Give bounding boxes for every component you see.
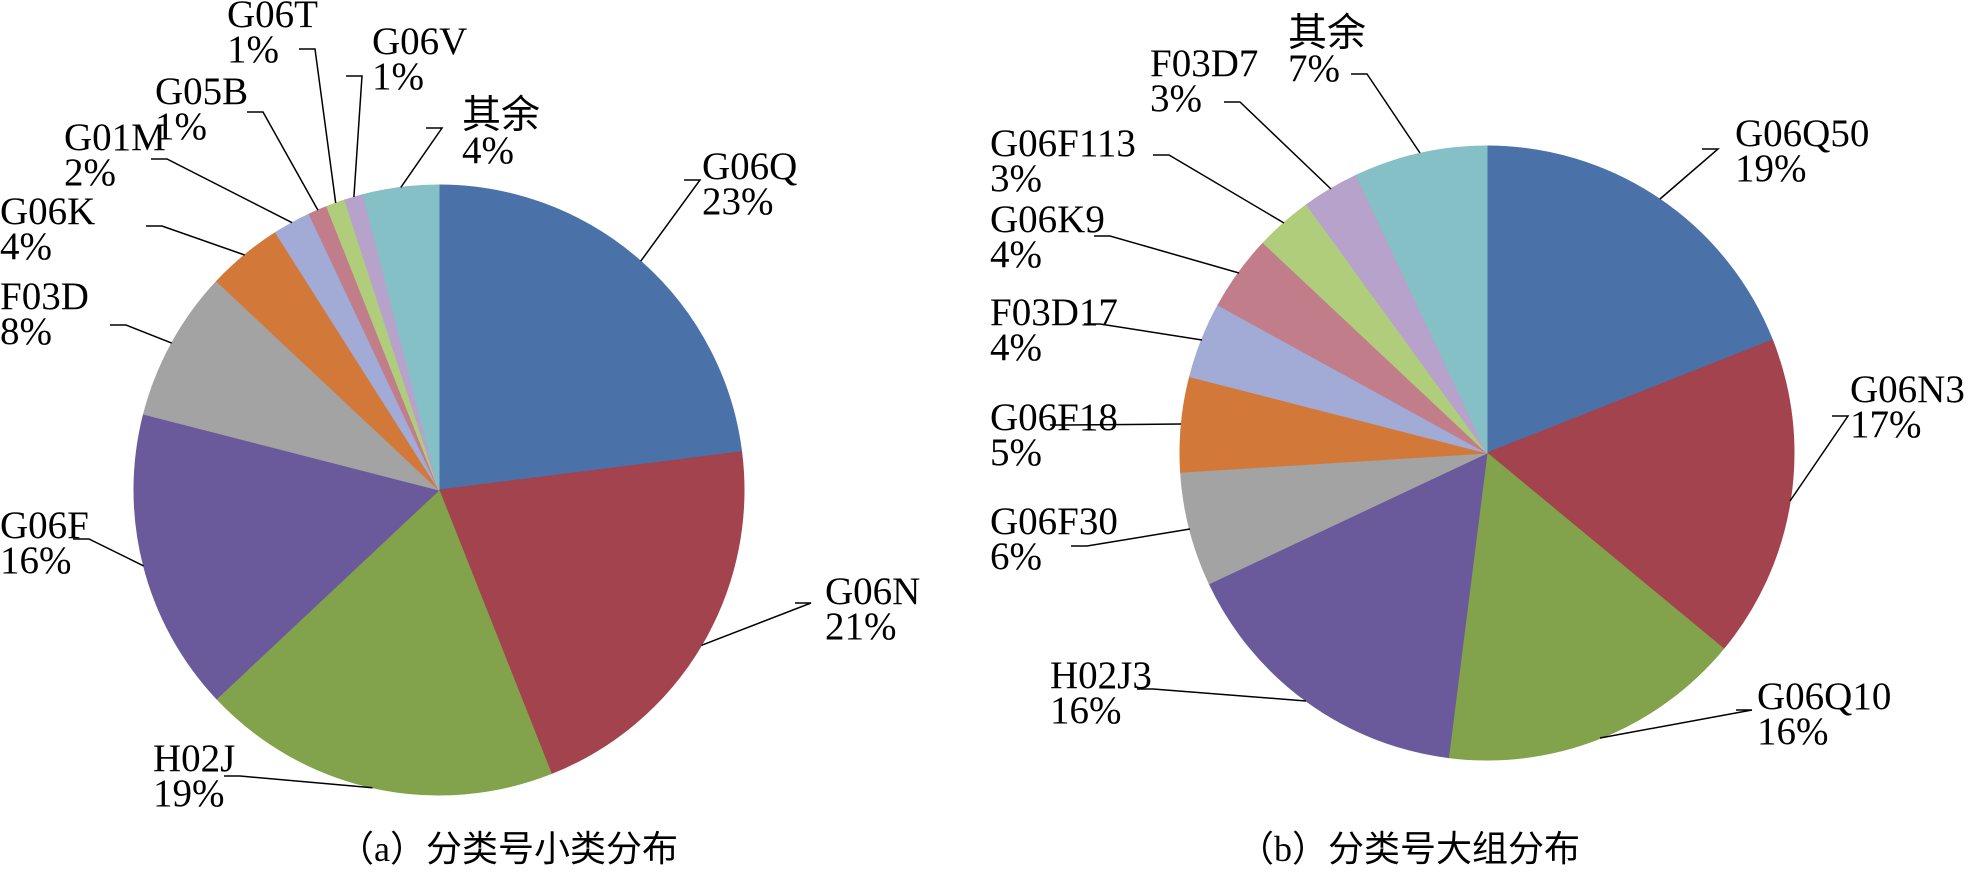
- svg-text:（a）分类号小类分布: （a）分类号小类分布: [338, 829, 678, 869]
- svg-text:4%: 4%: [990, 233, 1042, 276]
- svg-text:4%: 4%: [462, 129, 514, 172]
- svg-text:（b）分类号大组分布: （b）分类号大组分布: [1238, 829, 1580, 869]
- svg-text:3%: 3%: [990, 157, 1042, 200]
- svg-text:2%: 2%: [64, 151, 116, 194]
- svg-text:23%: 23%: [702, 180, 774, 223]
- svg-text:19%: 19%: [1735, 147, 1807, 190]
- svg-text:4%: 4%: [0, 225, 52, 268]
- svg-text:5%: 5%: [990, 431, 1042, 474]
- svg-text:1%: 1%: [372, 55, 424, 98]
- svg-text:3%: 3%: [1150, 77, 1202, 120]
- svg-text:1%: 1%: [227, 28, 279, 71]
- svg-text:19%: 19%: [153, 772, 225, 815]
- svg-text:16%: 16%: [1757, 710, 1829, 753]
- svg-text:16%: 16%: [0, 539, 72, 582]
- svg-text:21%: 21%: [825, 605, 897, 648]
- svg-text:1%: 1%: [155, 105, 207, 148]
- svg-text:7%: 7%: [1288, 47, 1340, 90]
- svg-text:4%: 4%: [990, 326, 1042, 369]
- svg-text:6%: 6%: [990, 535, 1042, 578]
- svg-text:17%: 17%: [1850, 403, 1922, 446]
- svg-text:16%: 16%: [1050, 689, 1122, 732]
- svg-text:8%: 8%: [0, 310, 52, 353]
